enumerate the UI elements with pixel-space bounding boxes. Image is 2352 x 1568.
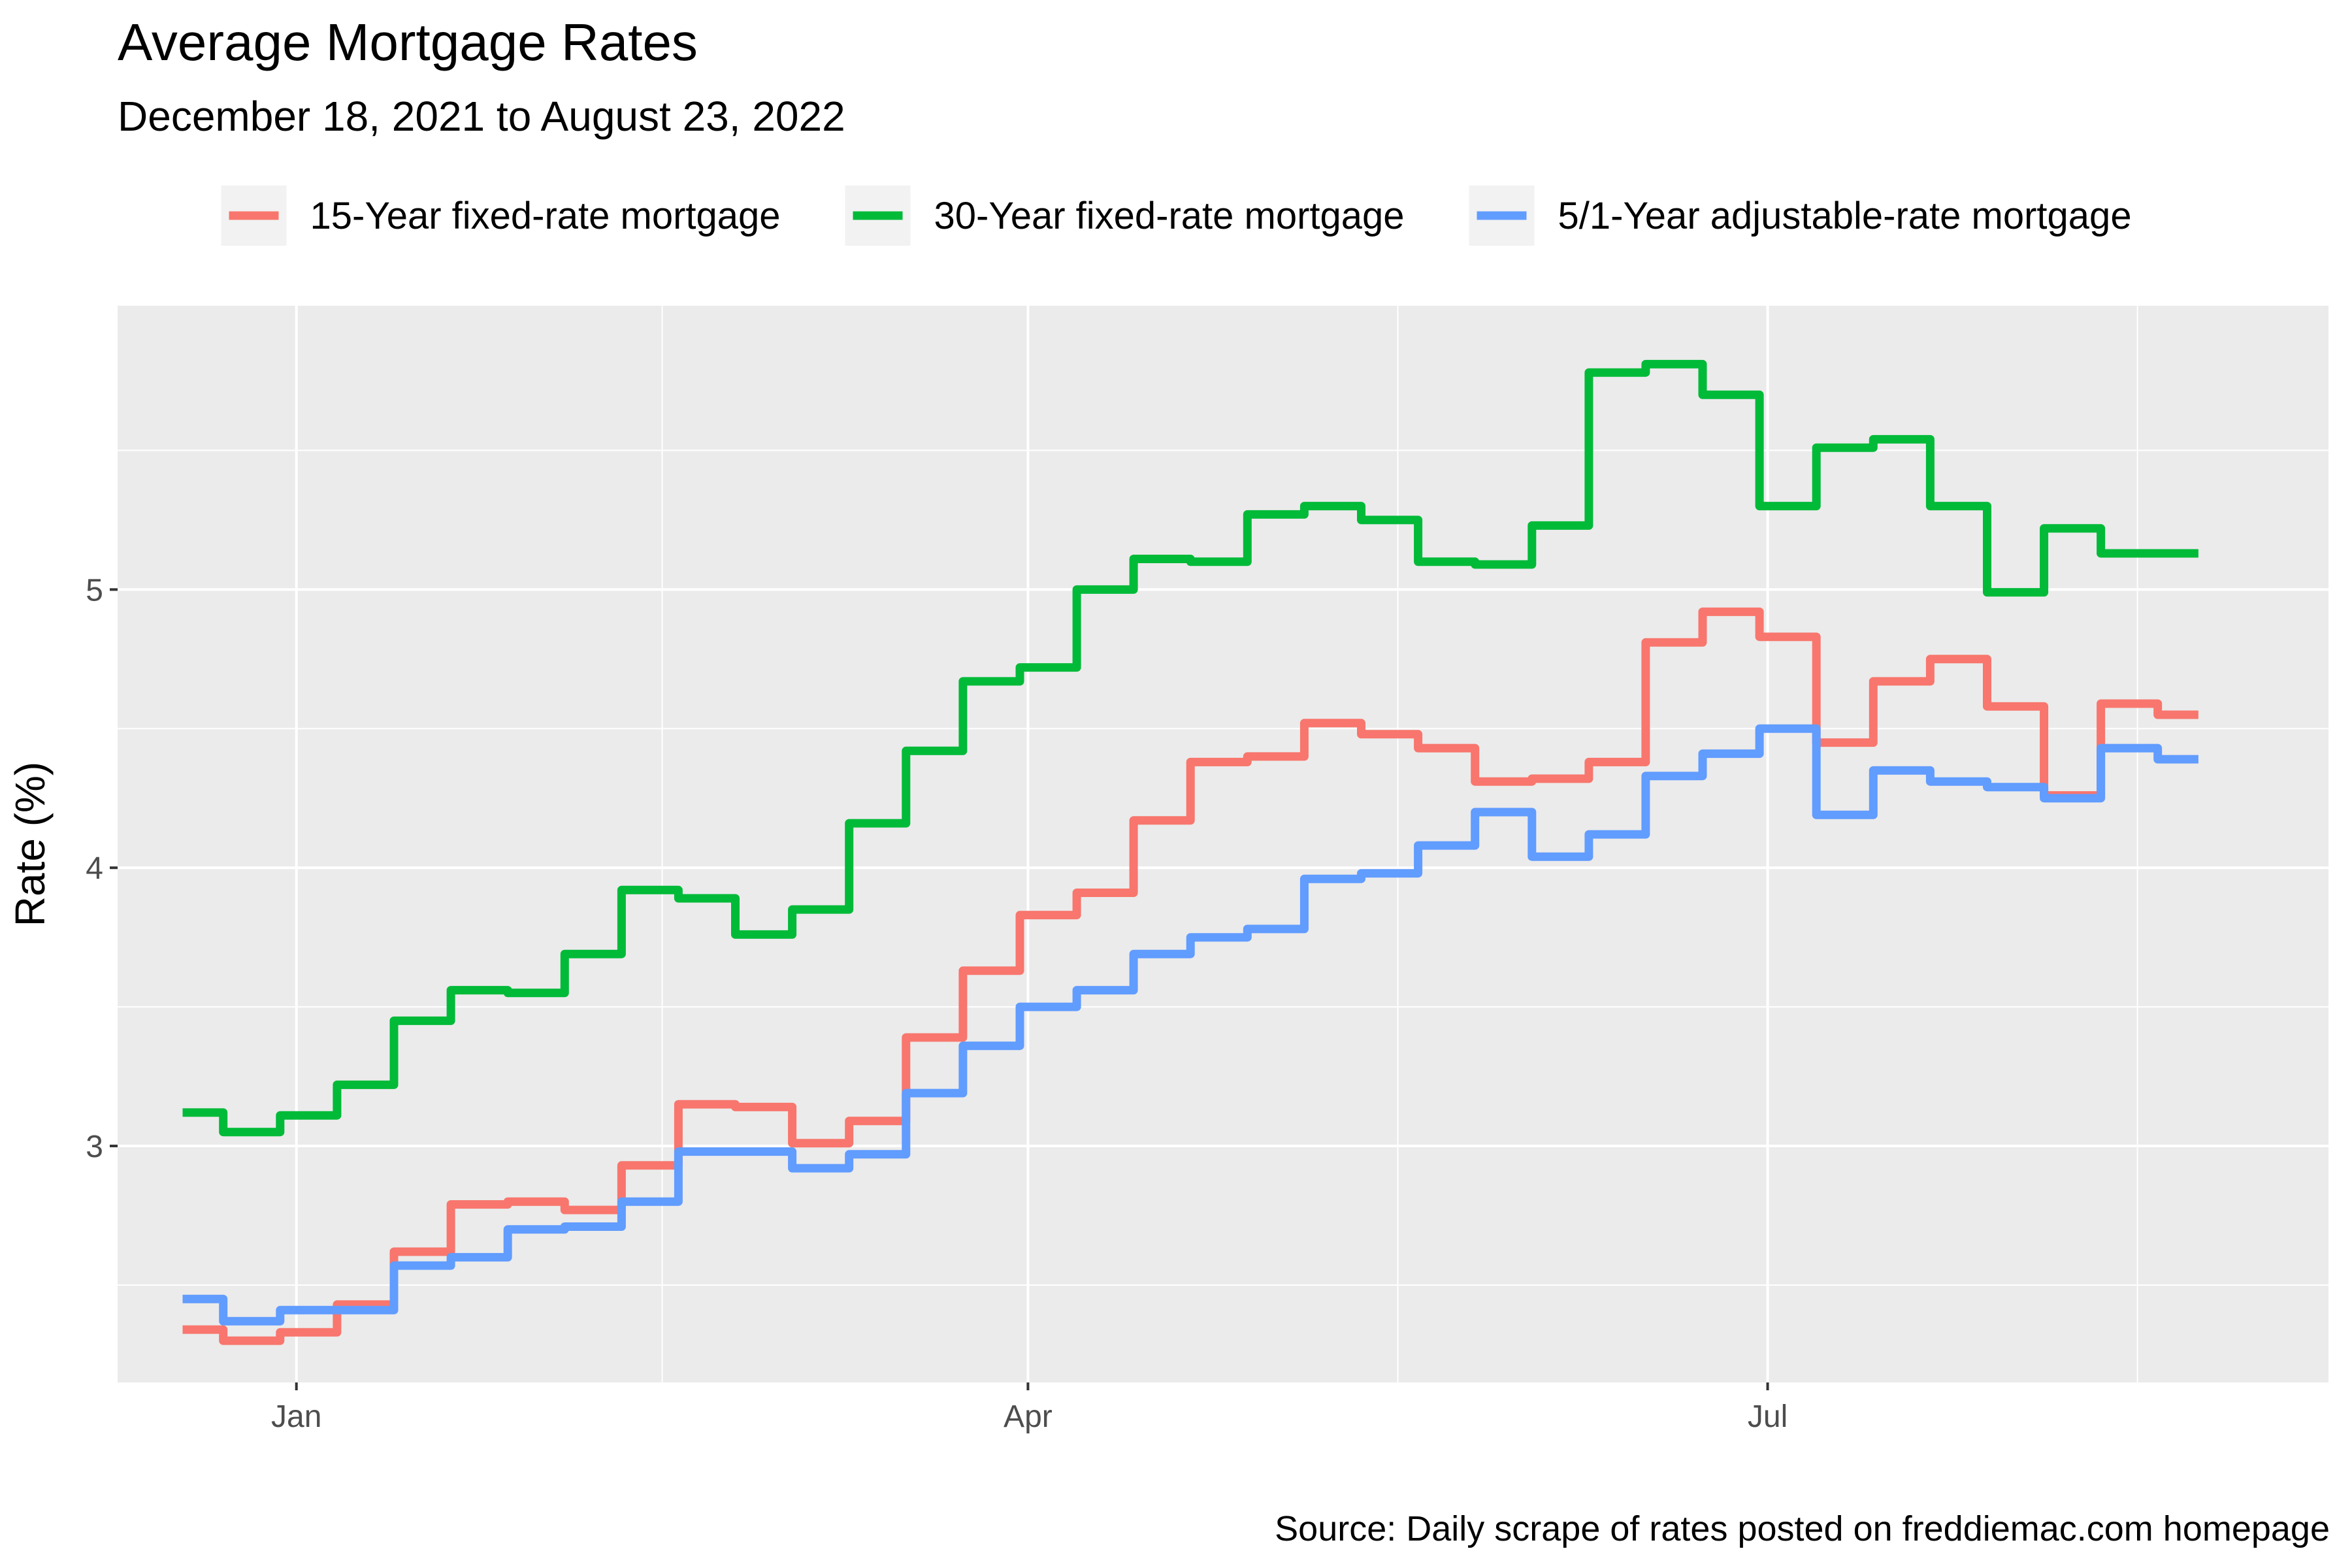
chart-title: Average Mortgage Rates: [118, 13, 698, 71]
y-axis-title: Rate (%): [7, 762, 54, 927]
y-tick-label: 4: [86, 851, 103, 886]
chart-caption: Source: Daily scrape of rates posted on …: [1275, 1509, 2330, 1548]
series-line-15-year-fixed-rate-mortgage: [182, 607, 2198, 1345]
legend-label: 5/1-Year adjustable-rate mortgage: [1558, 195, 2132, 237]
legend: 15-Year fixed-rate mortgage 30-Year fixed…: [221, 186, 2132, 246]
x-tick-label: Jul: [1748, 1399, 1788, 1434]
series-line-30-year-fixed-rate-mortgage: [182, 359, 2198, 1137]
series-line-5-1-year-adjustable-rate-mortgage: [182, 724, 2198, 1326]
grid-lines: [118, 306, 2328, 1382]
axes: 3 4 5 Jan Apr Jul: [86, 573, 1788, 1434]
chart-subtitle: December 18, 2021 to August 23, 2022: [118, 93, 845, 140]
x-tick-label: Apr: [1004, 1399, 1053, 1434]
series-lines: [182, 359, 2198, 1345]
legend-label: 30-Year fixed-rate mortgage: [934, 195, 1405, 237]
y-tick-label: 5: [86, 573, 103, 608]
legend-label: 15-Year fixed-rate mortgage: [310, 195, 781, 237]
x-tick-label: Jan: [271, 1399, 321, 1434]
y-tick-label: 3: [86, 1130, 103, 1164]
